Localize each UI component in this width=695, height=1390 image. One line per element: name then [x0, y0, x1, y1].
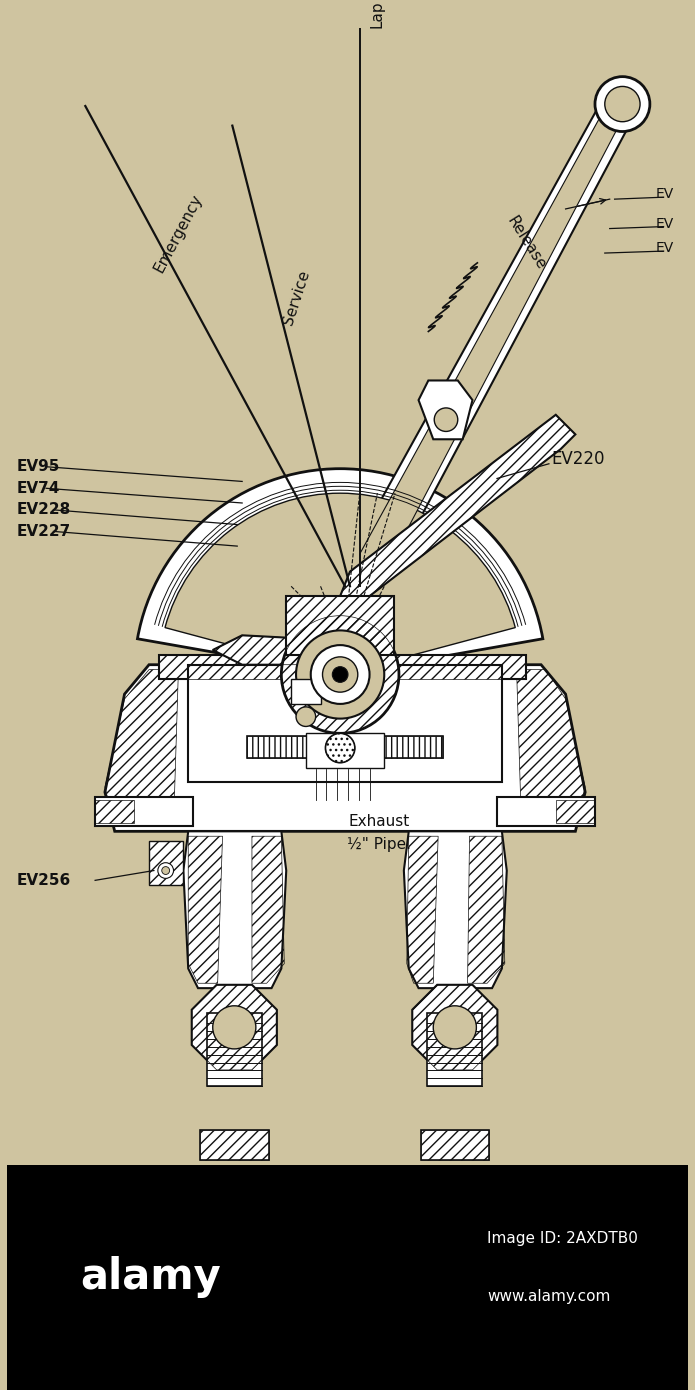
Bar	[420, 1130, 489, 1159]
Text: EV256: EV256	[17, 873, 71, 888]
Text: Exhaust: Exhaust	[349, 815, 410, 828]
Text: 3 ½": 3 ½"	[324, 1218, 364, 1236]
Polygon shape	[360, 95, 621, 570]
Text: EV: EV	[655, 188, 673, 202]
Bar	[247, 737, 443, 758]
Bar	[188, 664, 502, 783]
Wedge shape	[138, 468, 543, 674]
Text: alamy: alamy	[81, 1257, 221, 1298]
Text: Release: Release	[504, 214, 548, 272]
Bar	[286, 596, 394, 655]
Circle shape	[605, 86, 640, 122]
Circle shape	[213, 1006, 256, 1049]
Bar	[427, 1013, 482, 1086]
Text: EV95: EV95	[17, 459, 60, 474]
Circle shape	[332, 667, 348, 682]
Bar	[207, 1013, 262, 1086]
Polygon shape	[183, 831, 286, 988]
Text: Service: Service	[280, 268, 312, 327]
Polygon shape	[497, 796, 595, 827]
Circle shape	[296, 631, 384, 719]
Bar	[247, 737, 443, 758]
Bar	[291, 680, 320, 703]
Bar	[200, 1130, 268, 1159]
Circle shape	[311, 645, 370, 703]
Polygon shape	[418, 381, 473, 439]
Text: Emergency: Emergency	[152, 192, 205, 275]
Polygon shape	[412, 984, 498, 1070]
Text: EV228: EV228	[17, 502, 71, 517]
Polygon shape	[355, 86, 634, 577]
Bar	[149, 841, 183, 885]
Polygon shape	[213, 635, 335, 664]
Text: EV74: EV74	[17, 481, 60, 496]
Bar	[200, 1130, 268, 1159]
Circle shape	[595, 76, 650, 132]
Bar	[159, 655, 526, 680]
Bar	[420, 1130, 489, 1159]
Circle shape	[281, 616, 399, 734]
Text: EV220: EV220	[551, 450, 605, 468]
Text: To Brake Cylinder      To Main Reservoir: To Brake Cylinder To Main Reservoir	[209, 1300, 479, 1314]
Circle shape	[434, 407, 458, 431]
Text: Image ID: 2AXDTB0: Image ID: 2AXDTB0	[487, 1230, 638, 1245]
Polygon shape	[340, 414, 575, 596]
Polygon shape	[192, 984, 277, 1070]
Text: EV: EV	[655, 217, 673, 231]
Text: www.alamy.com: www.alamy.com	[487, 1290, 610, 1304]
Bar	[7, 1165, 688, 1390]
Circle shape	[433, 1006, 476, 1049]
Polygon shape	[105, 664, 585, 831]
Wedge shape	[165, 493, 515, 674]
Circle shape	[325, 734, 355, 763]
Text: EV: EV	[655, 240, 673, 256]
Text: EV227: EV227	[17, 524, 71, 539]
Circle shape	[296, 708, 316, 727]
Bar	[159, 655, 526, 680]
Bar	[286, 596, 394, 655]
Circle shape	[322, 657, 358, 692]
Circle shape	[158, 863, 174, 878]
Bar	[306, 734, 384, 767]
Circle shape	[162, 866, 170, 874]
Bar	[149, 841, 183, 885]
Polygon shape	[404, 831, 507, 988]
Text: Lap: Lap	[370, 0, 384, 28]
Text: ½" Pipe.: ½" Pipe.	[348, 837, 411, 852]
Polygon shape	[95, 796, 193, 827]
